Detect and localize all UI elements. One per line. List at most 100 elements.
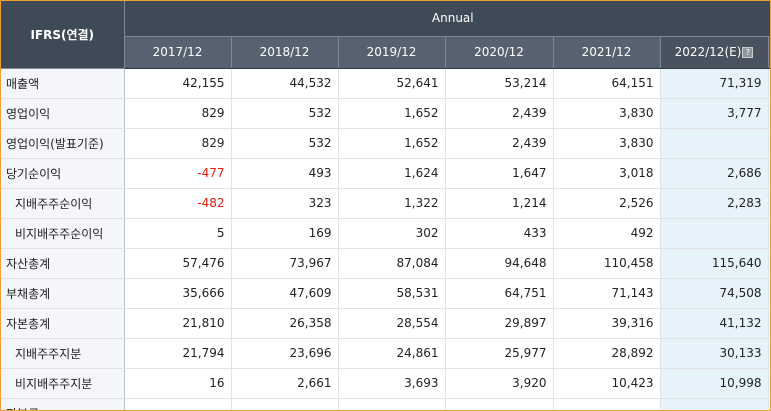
annual-group-header: Annual xyxy=(124,1,770,37)
row-label[interactable]: 비지배주주순이익 xyxy=(1,218,125,249)
table-cell: 23,696 xyxy=(231,338,339,369)
table-cell: 829 xyxy=(124,98,232,129)
table-cell: 169 xyxy=(231,218,339,249)
table-cell-overflow xyxy=(768,278,770,309)
table-cell: 3,018 xyxy=(553,158,661,189)
table-cell: 74,508 xyxy=(660,278,769,309)
table-cell: 829 xyxy=(124,128,232,159)
table-cell-overflow xyxy=(768,98,770,129)
table-cell: 115,640 xyxy=(660,248,769,279)
table-cell-overflow xyxy=(768,188,770,219)
row-label[interactable]: 매출액 xyxy=(1,68,125,99)
row-label[interactable]: 영업이익 xyxy=(1,98,125,129)
table-cell: 2,283 xyxy=(660,188,769,219)
year-header-201812: 2018/12 xyxy=(231,36,339,69)
table-row: 매출액 42,155 44,532 52,641 53,214 64,151 71,319 xyxy=(1,68,770,99)
table-cell: 433 xyxy=(445,218,554,249)
row-label[interactable]: 비지배주주지분 xyxy=(1,368,125,399)
table-cell: 30,133 xyxy=(660,338,769,369)
table-cell: 532 xyxy=(231,98,339,129)
table-cell-overflow xyxy=(768,308,770,339)
row-label[interactable]: 자본금 xyxy=(1,398,125,410)
table-cell: 3,830 xyxy=(553,98,661,129)
table-cell: 39,316 xyxy=(553,308,661,339)
table-cell: 41,132 xyxy=(660,308,769,339)
year-header-202212e: 2022/12(E)? xyxy=(660,36,769,69)
year-label: 2020/12 xyxy=(474,45,524,59)
table-cell: 28,554 xyxy=(338,308,446,339)
table-cell: 64,151 xyxy=(553,68,661,99)
table-cell: 1,322 xyxy=(338,188,446,219)
table-cell: 58,531 xyxy=(338,278,446,309)
table-cell: 3,920 xyxy=(445,368,554,399)
table-cell: 52,641 xyxy=(338,68,446,99)
year-header-overflow xyxy=(768,36,770,69)
table-cell: 24,861 xyxy=(338,338,446,369)
row-label[interactable]: 자산총계 xyxy=(1,248,125,279)
table-row: 영업이익(발표기준) 829 532 1,652 2,439 3,830 xyxy=(1,128,770,159)
table-cell: 110,458 xyxy=(553,248,661,279)
table-row: 비지배주주순이익 5 169 302 433 492 xyxy=(1,218,770,249)
table-cell: 71,319 xyxy=(660,68,769,99)
table-cell-overflow xyxy=(768,398,770,410)
row-label[interactable]: 부채총계 xyxy=(1,278,125,309)
help-icon[interactable]: ? xyxy=(742,47,754,58)
table-cell: 25,977 xyxy=(445,338,554,369)
row-label[interactable]: 당기순이익 xyxy=(1,158,125,189)
table-cell: 1,214 xyxy=(445,188,554,219)
table-cell xyxy=(231,398,339,410)
table-cell: 5 xyxy=(124,218,232,249)
table-cell-overflow xyxy=(768,68,770,99)
table-cell-overflow xyxy=(768,218,770,249)
year-header-201712: 2017/12 xyxy=(124,36,232,69)
year-label: 2019/12 xyxy=(366,45,417,59)
table-cell: 3,693 xyxy=(338,368,446,399)
table-cell: 26,358 xyxy=(231,308,339,339)
table-cell: 10,423 xyxy=(553,368,661,399)
year-label: 2021/12 xyxy=(581,45,632,59)
row-label[interactable]: 영업이익(발표기준) xyxy=(1,128,125,159)
table-body: 매출액 42,155 44,532 52,641 53,214 64,151 71,319 영… xyxy=(1,68,770,410)
accounting-standard-header: IFRS(연결) xyxy=(1,1,125,69)
table-cell: 532 xyxy=(231,128,339,159)
table-cell-overflow xyxy=(768,128,770,159)
table-cell: 1,624 xyxy=(338,158,446,189)
table-row: 자본금 xyxy=(1,398,770,410)
table-cell: -482 xyxy=(124,188,232,219)
table-cell: 44,532 xyxy=(231,68,339,99)
table-cell: 2,661 xyxy=(231,368,339,399)
row-label[interactable]: 지배주주순이익 xyxy=(1,188,125,219)
table-cell: 2,439 xyxy=(445,98,554,129)
row-label[interactable]: 지배주주지분 xyxy=(1,338,125,369)
year-label: 2022/12(E) xyxy=(674,45,742,59)
table-cell: 94,648 xyxy=(445,248,554,279)
table-cell: 21,794 xyxy=(124,338,232,369)
row-label[interactable]: 자본총계 xyxy=(1,308,125,339)
table-cell-overflow xyxy=(768,248,770,279)
table-cell: 29,897 xyxy=(445,308,554,339)
table-cell: 71,143 xyxy=(553,278,661,309)
table-cell: -477 xyxy=(124,158,232,189)
table-cell: 47,609 xyxy=(231,278,339,309)
year-label: 2018/12 xyxy=(259,45,310,59)
table-cell: 21,810 xyxy=(124,308,232,339)
table-cell xyxy=(660,218,769,249)
table-row: 지배주주순이익 -482 323 1,322 1,214 2,526 2,283 xyxy=(1,188,770,219)
table-cell: 10,998 xyxy=(660,368,769,399)
table-cell: 493 xyxy=(231,158,339,189)
table-cell xyxy=(660,398,769,410)
table-cell: 42,155 xyxy=(124,68,232,99)
table-cell: 302 xyxy=(338,218,446,249)
table-cell xyxy=(553,398,661,410)
table-cell: 3,830 xyxy=(553,128,661,159)
table-cell: 323 xyxy=(231,188,339,219)
table-cell-overflow xyxy=(768,158,770,189)
table-cell: 28,892 xyxy=(553,338,661,369)
table-cell: 53,214 xyxy=(445,68,554,99)
table-cell xyxy=(445,398,554,410)
table-cell: 3,777 xyxy=(660,98,769,129)
table-row: 당기순이익 -477 493 1,624 1,647 3,018 2,686 xyxy=(1,158,770,189)
table-row: 지배주주지분 21,794 23,696 24,861 25,977 28,892 30,1… xyxy=(1,338,770,369)
